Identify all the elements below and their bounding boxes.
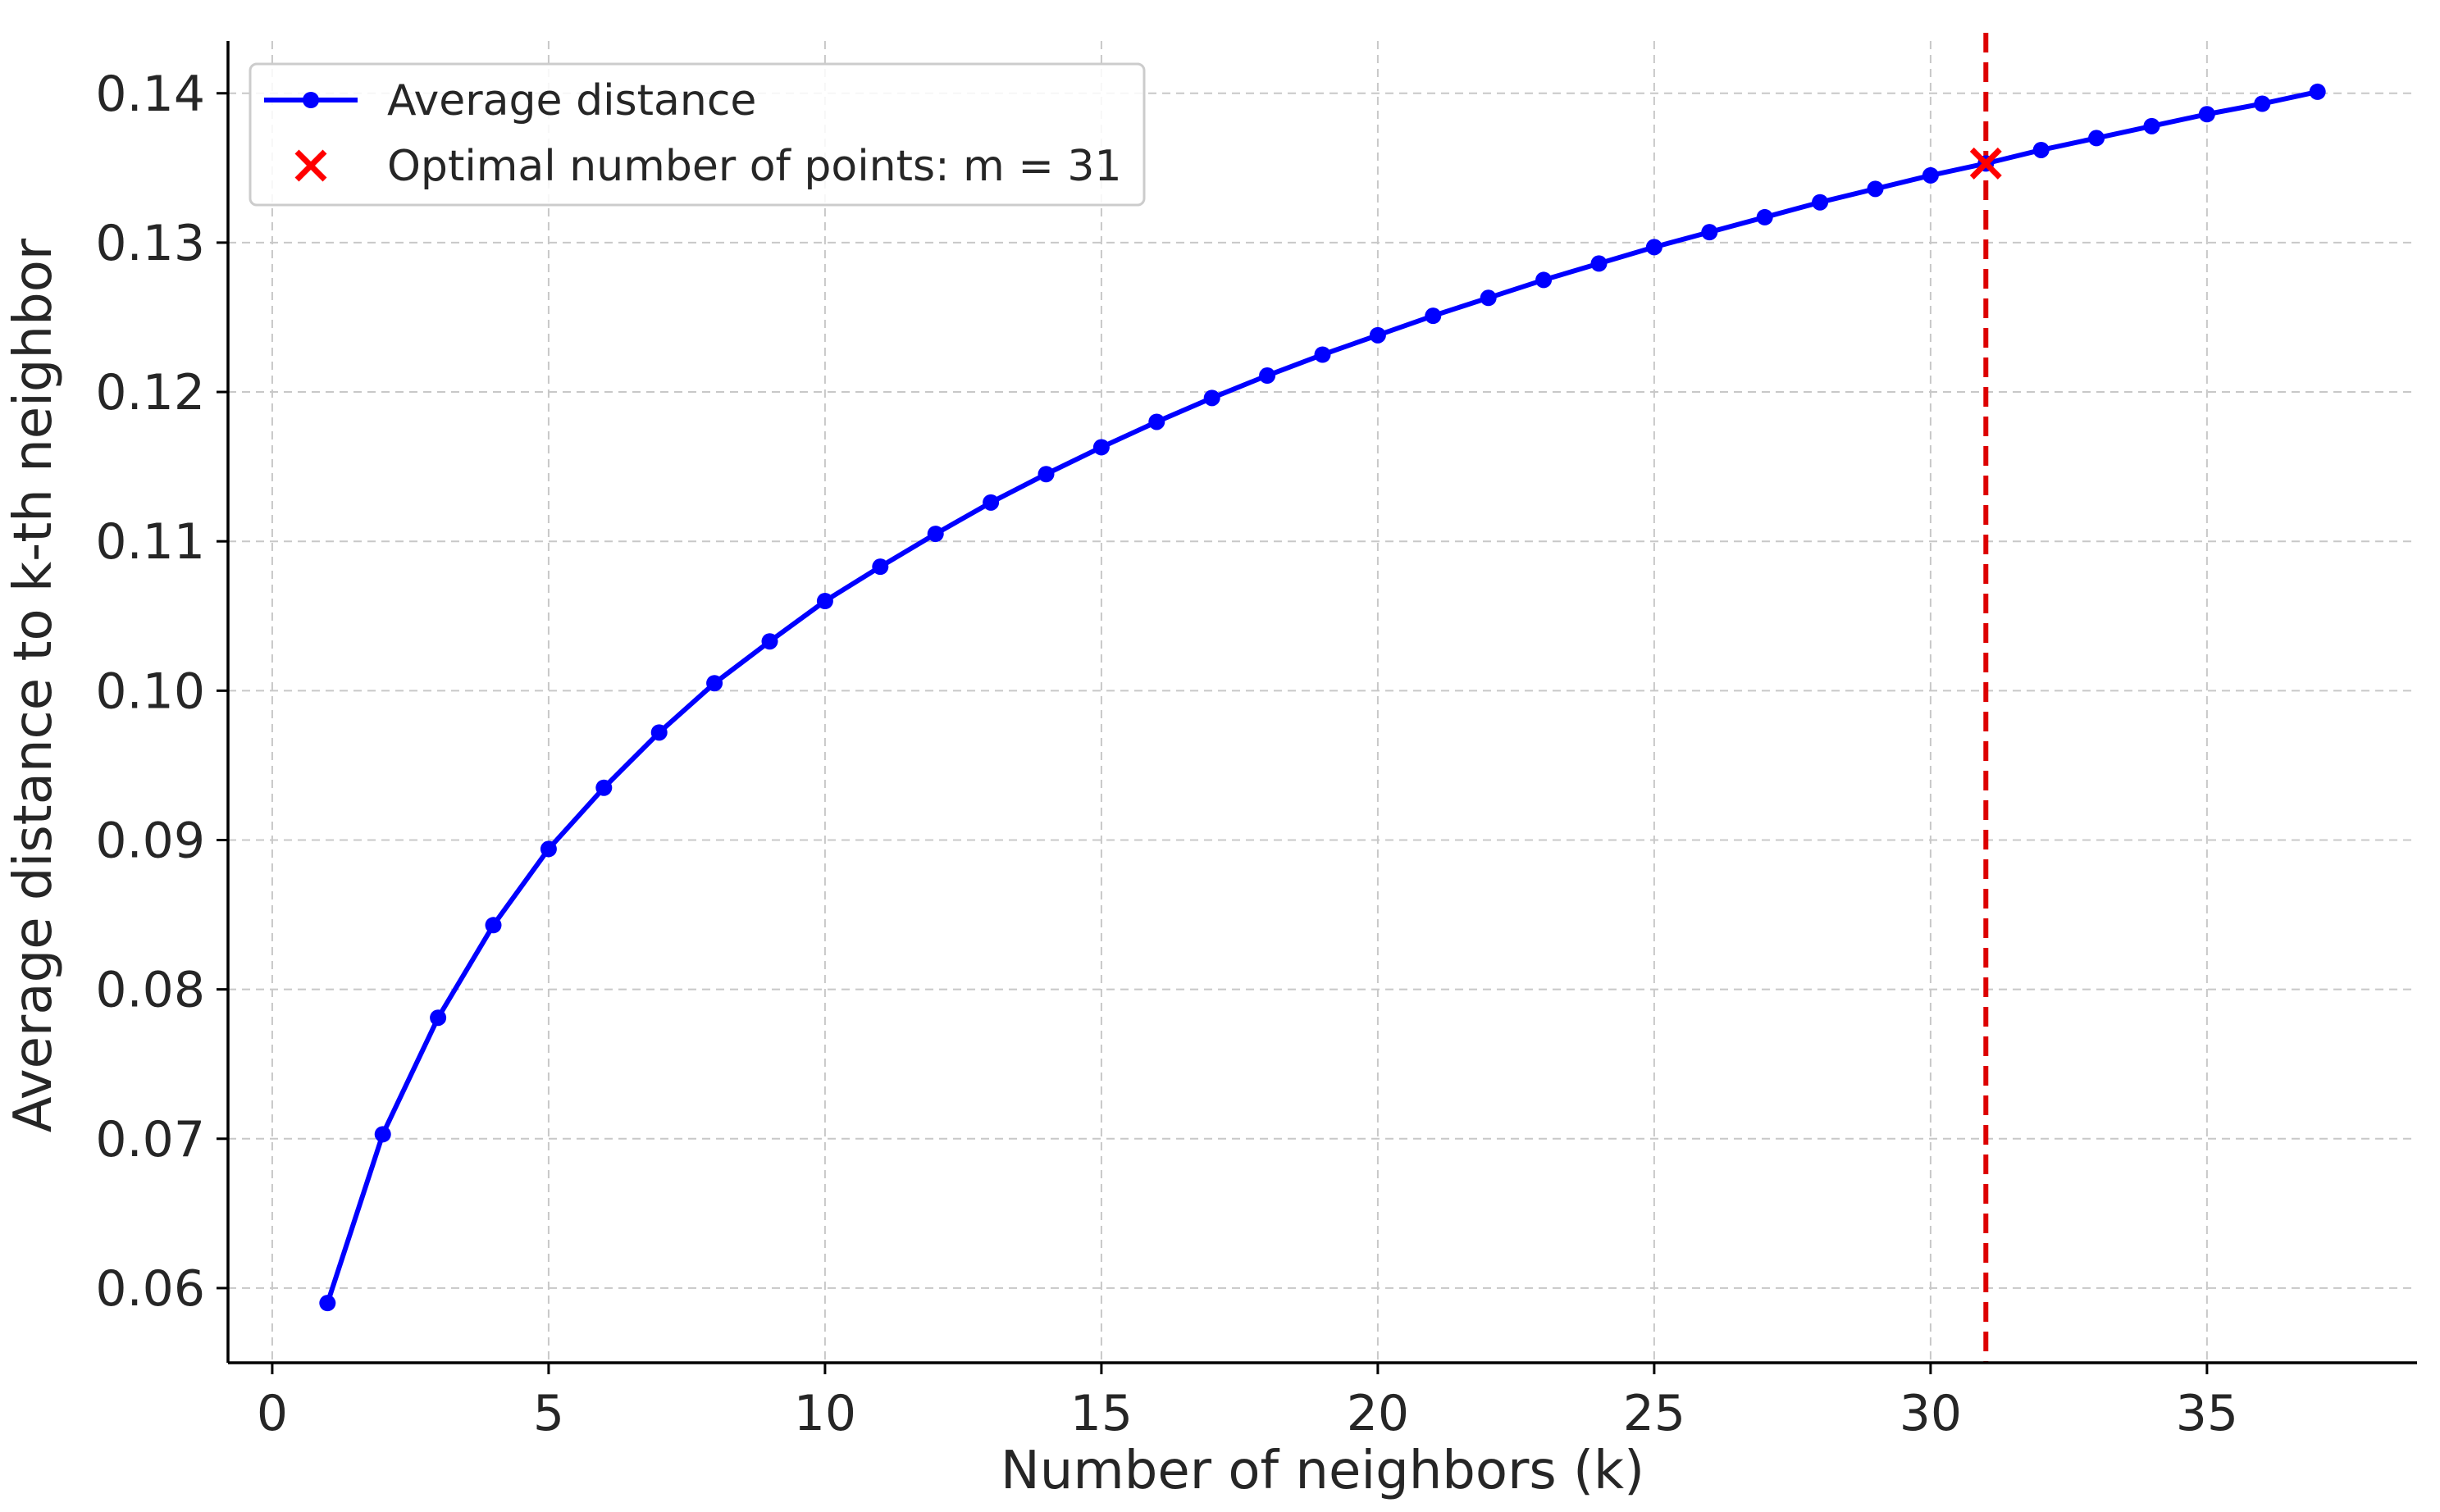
data-point-k25 xyxy=(1645,239,1662,256)
data-point-k30 xyxy=(1922,166,1939,184)
data-point-k35 xyxy=(2198,106,2215,123)
y-tick-label-0.08: 0.08 xyxy=(95,962,205,1019)
data-point-k27 xyxy=(1756,208,1773,225)
tick-labels: 0 5 10 15 20 25 30 35 0.06 0.07 0.08 0.09 0.10 0.11 0.… xyxy=(95,66,2238,1442)
data-point-k9 xyxy=(761,633,778,650)
data-point-k18 xyxy=(1259,367,1276,385)
x-tick-label-35: 35 xyxy=(2176,1385,2238,1442)
data-point-k16 xyxy=(1148,413,1165,430)
data-point-k11 xyxy=(872,558,889,576)
x-tick-label-15: 15 xyxy=(1070,1385,1133,1442)
y-tick-label-0.12: 0.12 xyxy=(95,364,205,421)
data-point-k33 xyxy=(2088,130,2105,147)
data-point-k5 xyxy=(540,840,557,858)
x-tick-label-30: 30 xyxy=(1900,1385,1962,1442)
data-point-k19 xyxy=(1314,346,1331,363)
grid xyxy=(228,41,2417,1363)
data-point-k2 xyxy=(374,1126,391,1143)
legend-box xyxy=(249,62,1146,207)
data-point-k8 xyxy=(706,675,723,692)
data-point-k15 xyxy=(1092,439,1110,456)
data-point-k3 xyxy=(430,1009,447,1027)
y-axis-title: Average distance to k-th neighbor xyxy=(3,238,64,1132)
data-point-k23 xyxy=(1535,271,1553,289)
x-tick-label-25: 25 xyxy=(1623,1385,1685,1442)
data-point-k24 xyxy=(1590,255,1608,272)
data-point-k7 xyxy=(650,724,668,741)
data-point-k1 xyxy=(319,1295,336,1312)
y-tick-label-0.13: 0.13 xyxy=(95,215,205,272)
data-point-k28 xyxy=(1812,194,1829,211)
data-point-k20 xyxy=(1369,326,1386,344)
data-point-k13 xyxy=(983,494,1000,511)
legend-line-marker xyxy=(303,92,319,108)
optimal-marker-layer xyxy=(1969,147,2002,180)
legend-x-sample xyxy=(294,149,327,182)
data-point-k36 xyxy=(2254,95,2271,112)
y-tick-label-0.11: 0.11 xyxy=(95,513,205,571)
data-point-k4 xyxy=(485,917,502,934)
data-point-k6 xyxy=(595,779,613,796)
y-tick-label-0.07: 0.07 xyxy=(95,1111,205,1168)
y-tick-label-0.06: 0.06 xyxy=(95,1260,205,1318)
data-point-k26 xyxy=(1701,224,1718,241)
data-point-k14 xyxy=(1038,466,1055,483)
data-point-k10 xyxy=(816,593,833,610)
x-tick-label-5: 5 xyxy=(533,1385,564,1442)
axes xyxy=(217,41,2417,1374)
y-tick-label-0.1: 0.10 xyxy=(95,663,205,720)
data-point-k29 xyxy=(1867,180,1884,198)
data-point-k22 xyxy=(1480,289,1497,307)
data-point-k34 xyxy=(2143,117,2160,134)
data-point-k17 xyxy=(1203,389,1220,407)
legend-x-stroke-2 xyxy=(294,149,327,182)
y-tick-label-0.09: 0.09 xyxy=(95,812,205,869)
data-point-k12 xyxy=(927,526,944,543)
x-tick-label-0: 0 xyxy=(257,1385,288,1442)
legend: Average distance Optimal number of point… xyxy=(249,62,1146,207)
legend-label-average-distance: Average distance xyxy=(387,76,756,125)
optimal-marker-stroke-2 xyxy=(1969,147,2002,180)
optimal-point-marker xyxy=(1969,147,2002,180)
y-tick-label-0.14: 0.14 xyxy=(95,66,205,123)
x-tick-label-10: 10 xyxy=(794,1385,856,1442)
legend-label-optimal-points: Optimal number of points: m = 31 xyxy=(387,142,1122,191)
data-point-k21 xyxy=(1425,307,1442,325)
data-point-k37 xyxy=(2309,83,2326,100)
x-axis-title: Number of neighbors (k) xyxy=(1001,1441,1644,1501)
data-point-k32 xyxy=(2032,141,2050,158)
legend-line-sample xyxy=(264,92,358,108)
x-tick-label-20: 20 xyxy=(1347,1385,1409,1442)
